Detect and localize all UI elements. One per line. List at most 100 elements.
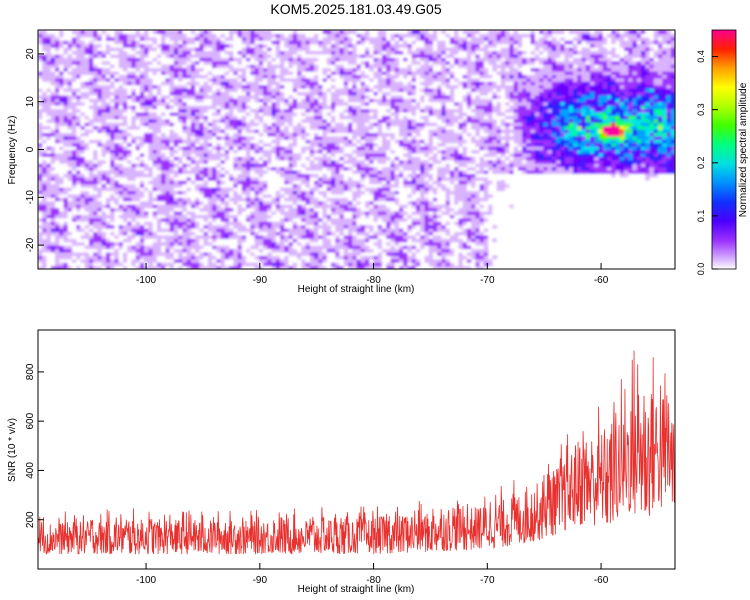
heatmap-cell xyxy=(131,77,137,82)
heatmap-cell xyxy=(97,64,103,69)
heatmap-cell xyxy=(42,166,48,171)
heatmap-cell xyxy=(275,255,281,260)
heatmap-cell xyxy=(241,169,247,174)
heatmap-cell xyxy=(233,156,239,161)
heatmap-cell xyxy=(301,224,307,229)
heatmap-cell xyxy=(301,105,307,110)
heatmap-cell xyxy=(254,221,260,226)
heatmap-cell xyxy=(280,47,285,52)
heatmap-cell xyxy=(114,122,120,127)
heatmap-cell xyxy=(76,88,82,93)
heatmap-cell xyxy=(212,142,217,147)
heatmap-cell xyxy=(292,238,298,243)
heatmap-cell xyxy=(127,156,133,161)
heatmap-cell xyxy=(54,91,60,96)
heatmap-cell xyxy=(80,217,86,222)
heatmap-cell xyxy=(237,40,243,45)
heatmap-cell xyxy=(297,176,302,181)
heatmap-cell xyxy=(156,91,162,96)
heatmap-cell xyxy=(110,125,116,130)
heatmap-cell xyxy=(288,245,294,250)
heatmap-cell xyxy=(224,43,230,48)
heatmap-cell xyxy=(84,241,90,246)
heatmap-cell xyxy=(165,173,171,178)
heatmap-cell xyxy=(101,91,107,96)
heatmap-cell xyxy=(275,221,281,226)
heatmap-cell xyxy=(267,57,273,62)
heatmap-cell xyxy=(144,200,150,205)
heatmap-cell xyxy=(173,142,179,147)
heatmap-cell xyxy=(314,146,319,151)
heatmap-cell xyxy=(59,67,65,72)
heatmap-cell xyxy=(267,224,273,229)
heatmap-cell xyxy=(292,197,298,202)
heatmap-cell xyxy=(105,50,111,55)
heatmap-cell xyxy=(38,84,43,89)
heatmap-cell xyxy=(38,152,43,157)
heatmap-cell xyxy=(233,163,239,168)
heatmap-cell xyxy=(246,33,251,38)
heatmap-cell xyxy=(101,122,107,127)
heatmap-cell xyxy=(331,64,336,69)
heatmap-cell xyxy=(71,197,77,202)
heatmap-cell xyxy=(220,217,226,222)
heatmap-cell xyxy=(195,64,200,69)
heatmap-cell xyxy=(127,241,133,246)
heatmap-cell xyxy=(216,57,222,62)
heatmap-cell xyxy=(318,67,324,72)
heatmap-cell xyxy=(314,214,319,219)
heatmap-cell xyxy=(169,159,175,164)
heatmap-cell xyxy=(63,224,69,229)
heatmap-cell xyxy=(280,67,285,72)
heatmap-cell xyxy=(186,255,192,260)
heatmap-cell xyxy=(322,149,328,154)
heatmap-cell xyxy=(229,115,234,120)
heatmap-cell xyxy=(38,101,43,106)
heatmap-cell xyxy=(335,122,341,127)
heatmap-cell xyxy=(207,149,213,154)
heatmap-cell xyxy=(144,221,150,226)
heatmap-cell xyxy=(42,187,48,192)
heatmap-cell xyxy=(271,262,277,267)
heatmap-cell xyxy=(50,193,56,198)
heatmap-cell xyxy=(237,33,243,38)
heatmap-cell xyxy=(318,258,324,263)
heatmap-cell xyxy=(186,94,192,99)
heatmap-cell xyxy=(229,94,234,99)
heatmap-cell xyxy=(42,265,48,269)
heatmap-cell xyxy=(59,245,65,250)
heatmap-cell xyxy=(318,40,324,45)
heatmap-cell xyxy=(275,81,281,86)
heatmap-cell xyxy=(88,70,94,75)
heatmap-cell xyxy=(114,115,120,120)
heatmap-cell xyxy=(186,231,192,236)
heatmap-cell xyxy=(110,33,116,38)
heatmap-cell xyxy=(67,248,73,253)
heatmap-cell xyxy=(88,187,94,192)
heatmap-cell xyxy=(301,81,307,86)
heatmap-cell xyxy=(203,234,209,239)
heatmap-cell xyxy=(63,129,69,134)
heatmap-cell xyxy=(148,262,154,267)
heatmap-cell xyxy=(59,204,65,209)
heatmap-cell xyxy=(178,159,183,164)
heatmap-cell xyxy=(275,248,281,253)
heatmap-cell xyxy=(63,47,69,52)
heatmap-cell xyxy=(207,200,213,205)
heatmap-cell xyxy=(97,187,103,192)
heatmap-cell xyxy=(38,57,43,62)
heatmap-cell xyxy=(224,149,230,154)
heatmap-cell xyxy=(139,190,145,195)
heatmap-cell xyxy=(67,88,73,93)
heatmap-cell xyxy=(165,152,171,157)
heatmap-cell xyxy=(224,214,230,219)
heatmap-cell xyxy=(271,159,277,164)
heatmap-cell xyxy=(322,197,328,202)
heatmap-cell xyxy=(97,180,103,185)
heatmap-cell xyxy=(233,197,239,202)
heatmap-cell xyxy=(148,33,154,38)
heatmap-cell xyxy=(148,91,154,96)
heatmap-cell xyxy=(110,221,116,226)
heatmap-cell xyxy=(173,190,179,195)
heatmap-cell xyxy=(38,67,43,72)
